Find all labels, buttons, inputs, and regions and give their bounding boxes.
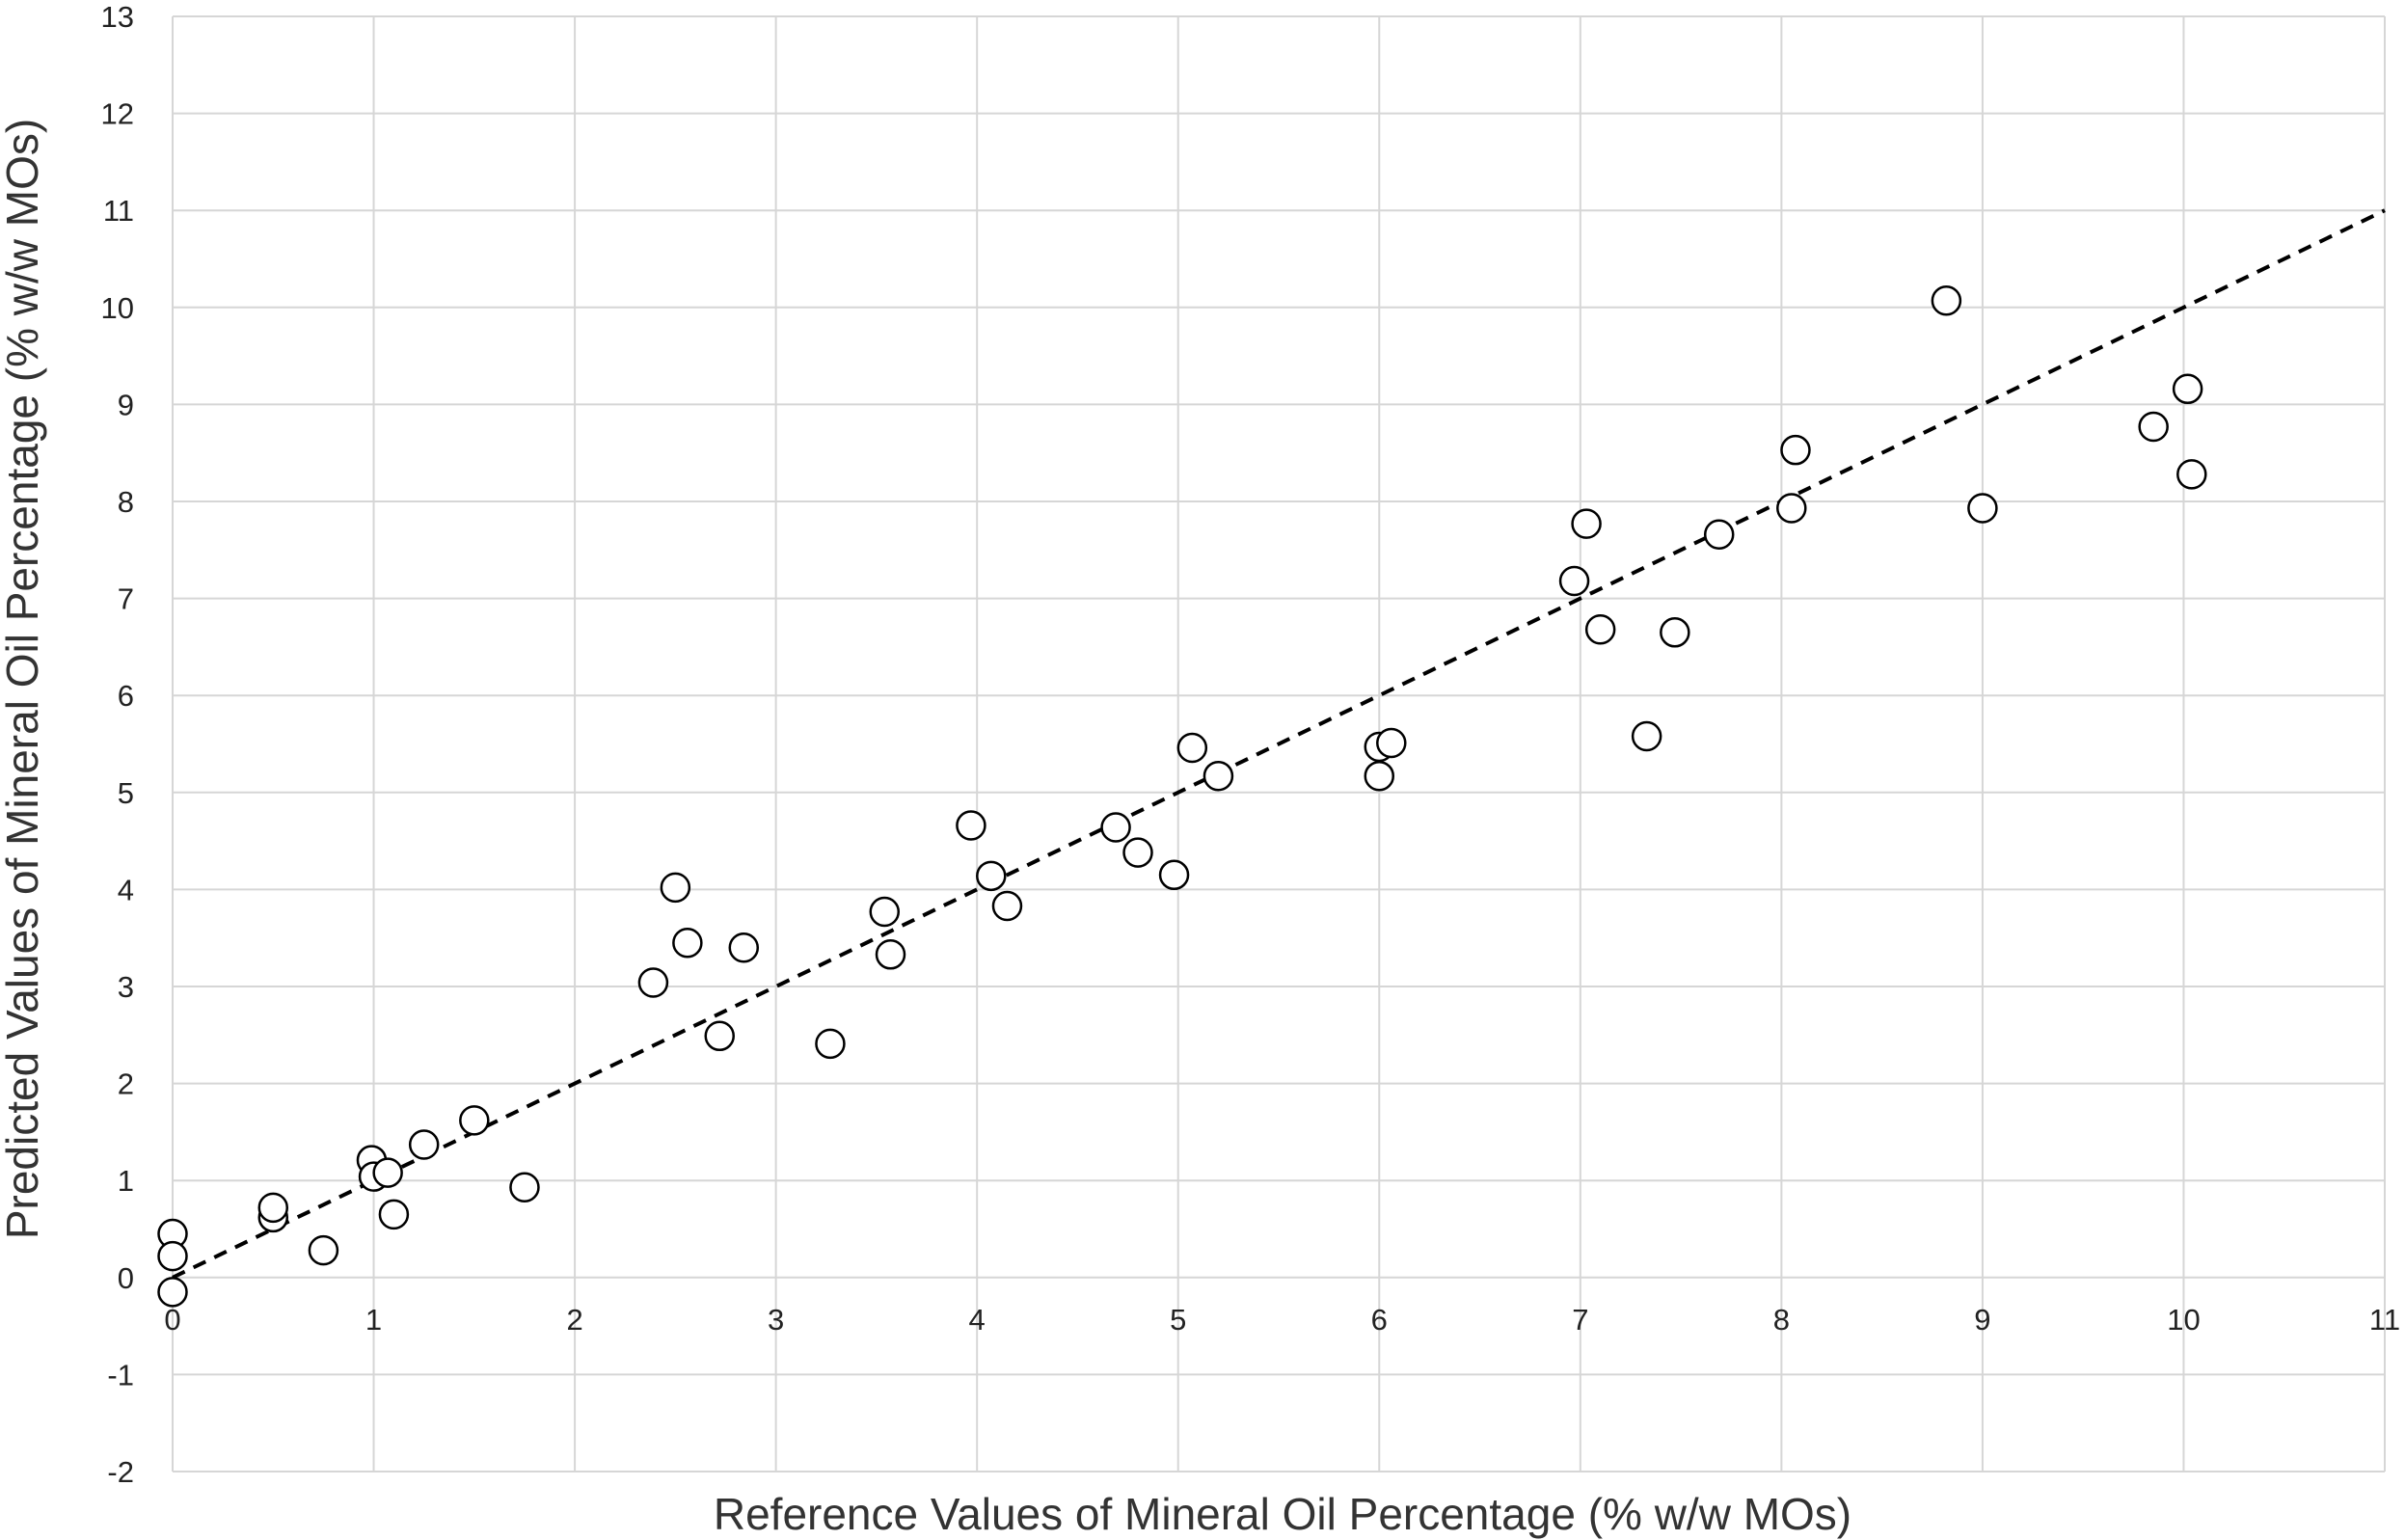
x-tick-label: 11	[2369, 1303, 2400, 1337]
x-tick-label: 4	[969, 1303, 986, 1337]
data-point	[875, 939, 906, 970]
x-tick-label: 5	[1170, 1303, 1186, 1337]
x-tick-label: 6	[1371, 1303, 1388, 1337]
data-point	[459, 1105, 490, 1136]
y-tick-label: 12	[101, 97, 134, 131]
data-point	[1176, 732, 1208, 764]
data-point	[991, 890, 1023, 922]
x-tick-label: 3	[768, 1303, 784, 1337]
data-point	[1931, 285, 1962, 316]
y-tick-label: 2	[118, 1067, 134, 1101]
y-tick-label: 11	[103, 194, 134, 228]
data-point	[157, 1240, 188, 1272]
y-tick-label: 5	[118, 776, 134, 810]
reference-line-layer	[172, 208, 2386, 1280]
data-point	[2138, 411, 2169, 443]
y-tick-label: 1	[118, 1164, 134, 1198]
data-point	[660, 872, 691, 904]
data-point	[1364, 760, 1395, 792]
data-point	[308, 1234, 339, 1266]
data-point	[976, 860, 1007, 892]
data-point	[1100, 812, 1131, 843]
data-point	[1376, 727, 1407, 759]
y-tick-label: 6	[118, 679, 134, 713]
y-axis-title: Predicted Values of Mineral Oil Percenta…	[0, 119, 47, 1239]
data-point	[509, 1172, 540, 1202]
x-tick-label: 7	[1572, 1303, 1588, 1337]
x-tick-label: 0	[164, 1303, 180, 1337]
reference-line	[172, 208, 2386, 1280]
data-point	[408, 1129, 440, 1160]
data-point	[1660, 617, 1690, 648]
y-tick-label: 8	[118, 485, 134, 519]
y-tick-label: -2	[107, 1455, 134, 1489]
data-point	[728, 932, 760, 963]
data-point	[1571, 508, 1602, 539]
data-point	[672, 927, 703, 959]
data-point	[815, 1028, 846, 1060]
data-point	[2172, 373, 2203, 405]
x-tick-label: 1	[365, 1303, 382, 1337]
y-tick-label: 3	[118, 970, 134, 1004]
y-tick-label: 0	[118, 1261, 134, 1295]
x-tick-label: 8	[1773, 1303, 1790, 1337]
data-point	[637, 967, 669, 998]
y-tick-label: 9	[118, 388, 134, 421]
horizontal-gridlines	[173, 15, 2385, 1472]
data-point	[1202, 760, 1234, 792]
x-tick-labels: 0 1 2 3 4 5 6 7 8 9 10 11	[164, 1303, 2400, 1337]
data-point	[1631, 720, 1662, 752]
data-point	[378, 1199, 410, 1230]
data-point	[1122, 837, 1153, 868]
data-point	[704, 1020, 735, 1052]
data-point	[1584, 614, 1616, 645]
y-tick-label: 4	[118, 873, 134, 906]
data-point	[1158, 859, 1190, 891]
y-tick-label: -1	[107, 1358, 134, 1391]
data-point	[1558, 565, 1590, 597]
y-tick-label: 7	[118, 582, 134, 616]
data-point	[372, 1157, 403, 1188]
y-tick-label: 10	[101, 291, 134, 325]
data-point	[1780, 434, 1811, 466]
data-point	[1967, 493, 1998, 524]
y-tick-label: 13	[101, 0, 134, 34]
x-axis-title: Reference Values of Mineral Oil Percenta…	[714, 1489, 1851, 1539]
data-points	[157, 285, 2207, 1308]
data-point	[1776, 493, 1807, 524]
x-tick-label: 2	[566, 1303, 582, 1337]
data-point	[2176, 459, 2207, 490]
data-point	[869, 896, 901, 928]
x-tick-label: 9	[1974, 1303, 1990, 1337]
data-point	[257, 1192, 289, 1224]
data-point	[157, 1277, 188, 1308]
data-point	[1703, 519, 1735, 550]
data-point	[956, 810, 986, 841]
x-tick-label: 10	[2167, 1303, 2200, 1337]
